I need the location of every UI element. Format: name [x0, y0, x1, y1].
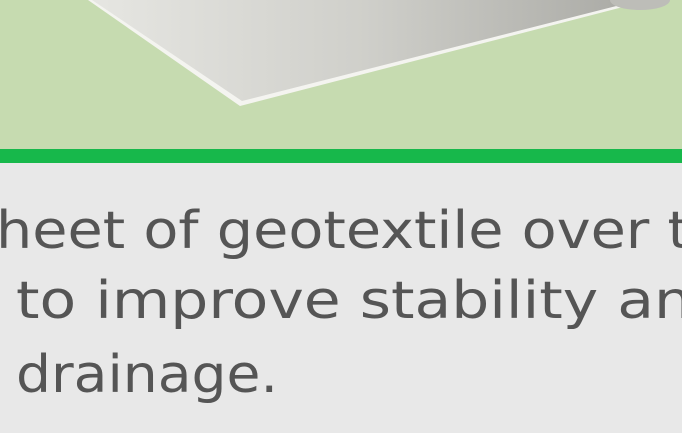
body-text-line: to improve stability an [16, 271, 682, 331]
page: heet of geotextile over t to improve sta… [0, 0, 682, 433]
body-text-line: heet of geotextile over t [0, 201, 682, 261]
green-divider [0, 149, 682, 163]
body-text-line: drainage. [16, 345, 278, 405]
screenshot: heet of geotextile over t to improve sta… [0, 0, 682, 433]
